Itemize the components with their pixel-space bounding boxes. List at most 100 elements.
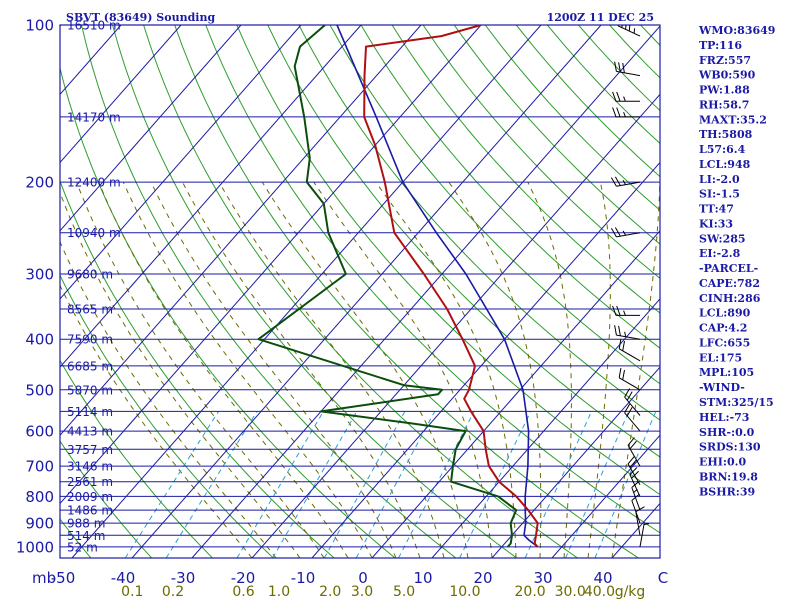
temperature-label: 10 — [413, 569, 432, 587]
temperature-label: 0 — [358, 569, 368, 587]
index-line: WMO:83649 — [698, 24, 775, 37]
isotherm — [60, 25, 242, 232]
mixing-ratio-line — [323, 411, 406, 558]
pressure-label: 300 — [25, 266, 54, 284]
pressure-label: 800 — [25, 488, 54, 506]
height-label: 10940 m — [67, 226, 121, 240]
height-label: 7590 m — [67, 333, 113, 347]
dry-adiabat — [60, 440, 153, 558]
wind-barb — [617, 25, 641, 37]
axis-labels: 0.1 0.2 0.6 1.0 2.0 3.0 5.0 10.0 20.0 30.040.0 g/k… — [16, 17, 668, 600]
moist-adiabat — [60, 240, 277, 558]
plot-border — [59, 24, 661, 559]
isotherm — [131, 25, 602, 558]
index-line: STM:325/15 — [699, 396, 774, 409]
index-line: EL:175 — [699, 351, 742, 364]
pressure-label: 1000 — [16, 538, 54, 556]
mixing-ratio-label: 20.0 — [515, 584, 546, 600]
height-label: 1486 m — [67, 504, 113, 518]
index-line: HEL:-73 — [699, 411, 749, 424]
height-label: 988 m — [67, 517, 105, 531]
isotherm — [371, 229, 660, 558]
dry-adiabat — [112, 25, 517, 558]
index-line: WB0:590 — [698, 69, 756, 82]
isotherm — [551, 434, 660, 558]
height-label: 14170 m — [67, 110, 121, 124]
height-label: 8565 m — [67, 303, 113, 317]
temperature-label: -40 — [111, 569, 136, 587]
mixing-ratio-label: 5.0 — [393, 584, 415, 600]
isotherm — [71, 25, 542, 558]
wind-barb — [612, 91, 640, 102]
dry-adiabat — [422, 25, 660, 279]
pressure-unit: mb — [32, 569, 56, 587]
wind-barb — [612, 107, 640, 118]
pressure-label: 400 — [25, 331, 54, 349]
moist-adiabat — [313, 181, 493, 558]
dry-adiabat — [81, 25, 457, 558]
index-line: TH:5808 — [699, 128, 753, 141]
moist-adiabat — [60, 191, 301, 558]
wind-barb — [624, 403, 641, 432]
temperature-label: -20 — [231, 569, 256, 587]
index-line: SHR-:0.0 — [699, 426, 755, 439]
index-line: CINH:286 — [699, 292, 761, 305]
height-label: 514 m — [67, 529, 105, 543]
index-line: LFC:655 — [699, 336, 750, 349]
moist-adiabats — [60, 181, 660, 558]
dry-adiabat — [60, 179, 335, 558]
height-label: 5114 m — [67, 405, 113, 419]
mixing-ratio-label: 3.0 — [351, 584, 373, 600]
pressure-label: 200 — [25, 174, 54, 192]
moist-adiabat — [448, 181, 542, 558]
wind-barb — [618, 367, 641, 391]
index-line: EI:-2.8 — [699, 247, 741, 260]
sounding-indices: WMO:83649 TP:116 FRZ:557 WB0:590 PW:1.88RH:5… — [698, 24, 775, 498]
mixing-ratio-label: 0.6 — [232, 584, 254, 600]
temperature-label: C — [658, 569, 668, 587]
index-line: FRZ:557 — [699, 54, 751, 67]
wind-barbs — [610, 25, 649, 547]
isotherm — [60, 25, 182, 164]
wind-barb — [612, 305, 640, 316]
parcel-trace — [336, 25, 539, 548]
dry-adiabat — [60, 518, 92, 558]
dry-adiabat — [60, 359, 213, 558]
mixing-ratio-label: 40.0 — [584, 584, 615, 600]
moist-adiabat — [122, 181, 373, 558]
dry-adiabat — [60, 274, 274, 558]
index-line: BRN:19.8 — [699, 470, 758, 483]
wind-barb — [624, 388, 641, 416]
wind-barb — [610, 176, 641, 187]
dry-adiabat — [329, 25, 660, 385]
mixing-ratio-line — [165, 411, 258, 558]
mixing-ratio-label: 0.1 — [121, 584, 143, 600]
pressure-label: 900 — [25, 515, 54, 533]
index-line: -WIND- — [699, 381, 745, 394]
wind-barb — [627, 455, 641, 485]
mixing-ratio-line — [272, 411, 358, 558]
index-line: L57:6.4 — [699, 143, 746, 156]
dry-adiabat — [267, 25, 660, 458]
dry-adiabat — [205, 25, 660, 534]
observation-time: 1200Z 11 DEC 25 — [547, 11, 654, 24]
index-line: LCL:948 — [699, 158, 751, 171]
height-label: 12400 m — [67, 176, 121, 190]
dry-adiabat — [298, 25, 660, 421]
mixing-ratio-line — [236, 411, 324, 558]
index-line: MAXT:35.2 — [699, 113, 767, 126]
wind-barb — [614, 61, 641, 77]
dewpoint-trace — [257, 25, 518, 548]
wind-barb — [631, 480, 641, 511]
isotherm — [311, 161, 660, 558]
height-label: 16510 m — [67, 19, 121, 33]
index-line: LI:-2.0 — [699, 173, 740, 186]
pressure-label: 500 — [25, 381, 54, 399]
wind-barb — [635, 506, 645, 536]
pressure-label: 600 — [25, 423, 54, 441]
index-line: LCL:890 — [699, 307, 751, 320]
height-label: 5870 m — [67, 383, 113, 397]
mixing-ratio-line — [459, 411, 532, 558]
dry-adiabat — [236, 25, 660, 496]
